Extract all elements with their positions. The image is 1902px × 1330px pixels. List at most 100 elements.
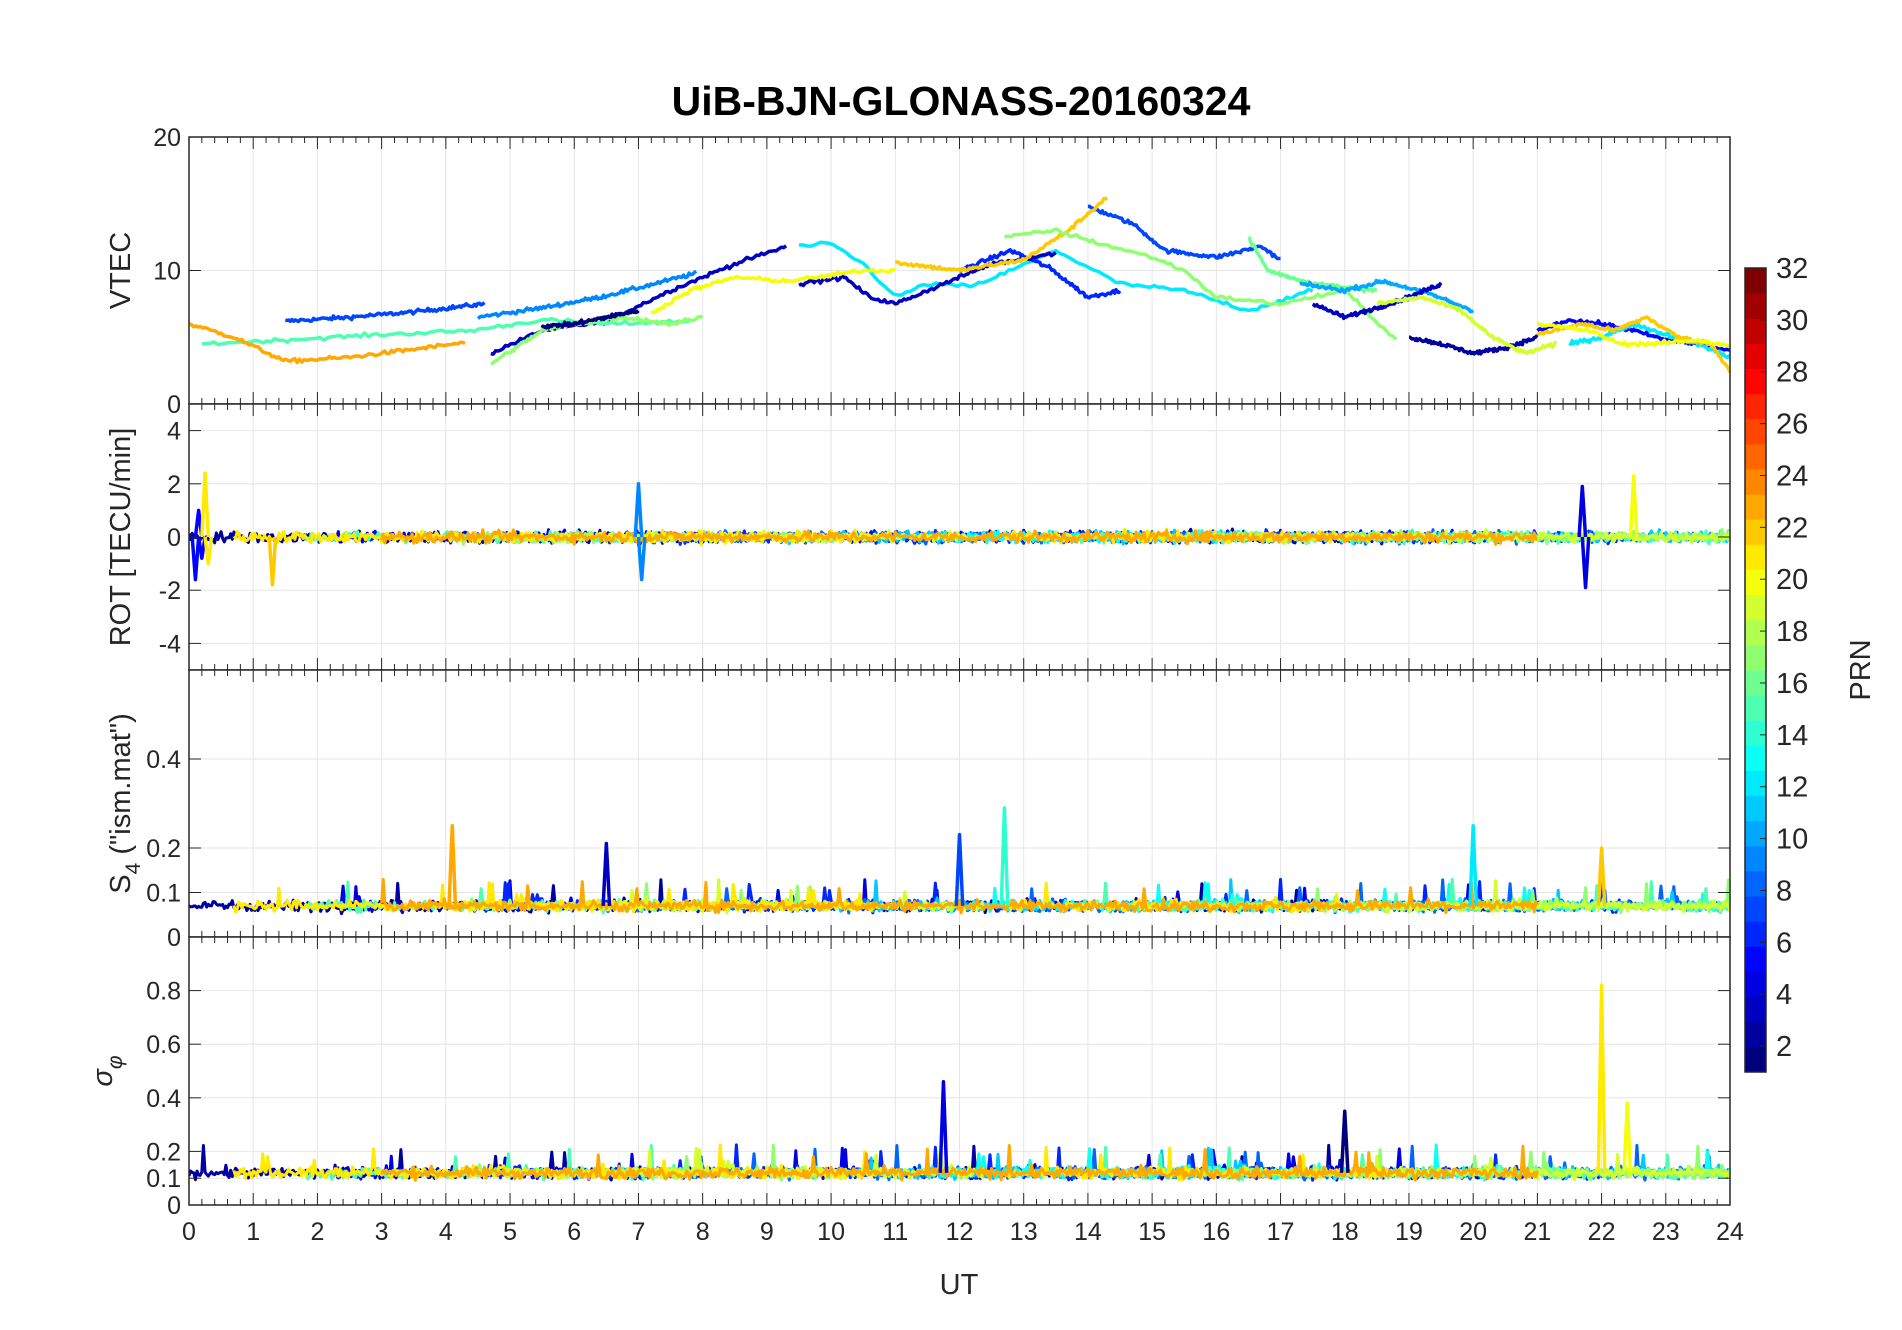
x-tick-label: 23 <box>1652 1218 1680 1246</box>
spike-prn-9 <box>636 536 647 582</box>
colorbar-band <box>1745 494 1766 520</box>
x-tick-label: 0 <box>182 1218 196 1246</box>
data-layer <box>189 196 1730 374</box>
y-tick-label: 0.4 <box>146 1085 181 1113</box>
panel-4: 00.10.2 0.4 0.6 0.8 σφ <box>87 936 1731 1220</box>
x-tick-label: 6 <box>567 1218 581 1246</box>
x-tick-label: 9 <box>760 1218 774 1246</box>
y-tick-label: 10 <box>153 258 181 286</box>
series-line-prn-20 <box>1536 321 1730 349</box>
series-line-prn-19 <box>1376 294 1558 356</box>
colorbar-band <box>1745 343 1766 369</box>
x-tick-label: 22 <box>1588 1218 1616 1246</box>
spike-prn-21 <box>200 471 211 538</box>
data-layer <box>189 806 1730 916</box>
y-axis-label-rest: ("ism.mat") <box>105 713 137 862</box>
y-tick-label: 0.6 <box>146 1031 181 1059</box>
colorbar-tick-label: 28 <box>1776 357 1808 389</box>
series-line-prn-15 <box>201 316 690 347</box>
series-line-prn-10 <box>1299 278 1475 314</box>
y-tick-label: 0 <box>167 391 181 419</box>
colorbar-band <box>1745 368 1766 395</box>
colorbar-tick-label: 30 <box>1776 305 1808 337</box>
spike-prn-3 <box>601 841 612 906</box>
x-tick-label: 1 <box>246 1218 260 1246</box>
y-tick-label: 0.1 <box>146 1165 181 1193</box>
spike-prn-5 <box>196 536 207 561</box>
colorbar-band <box>1745 820 1766 847</box>
x-tick-label: 13 <box>1010 1218 1038 1246</box>
series-line-prn-6 <box>958 248 1122 300</box>
colorbar-band <box>1745 393 1766 420</box>
y-axis-label: σφ <box>87 1055 127 1087</box>
y-axis-label-sub: φ <box>104 1055 127 1069</box>
spike-prn-21 <box>1596 983 1607 1173</box>
colorbar-band <box>1745 871 1766 897</box>
spike-prn-23 <box>447 824 458 906</box>
series-trace-prn-23 <box>380 1144 1154 1182</box>
y-axis-label: S4 ("ism.mat") <box>105 713 145 894</box>
series-trace-prn-23 <box>1151 1144 1539 1182</box>
colorbar-tick-label: 6 <box>1776 927 1792 959</box>
colorbar-tick-label: 12 <box>1776 772 1808 804</box>
x-tick-label: 3 <box>375 1218 389 1246</box>
series-line-prn-7 <box>1087 204 1281 261</box>
x-tick-label: 14 <box>1074 1218 1102 1246</box>
colorbar-band <box>1745 443 1766 470</box>
y-tick-label: -2 <box>159 577 181 605</box>
chart-title: UiB-BJN-GLONASS-20160324 <box>672 78 1251 124</box>
colorbar-band <box>1745 519 1766 545</box>
x-tick-label: 15 <box>1138 1218 1166 1246</box>
series-line-prn-3 <box>1311 281 1443 321</box>
colorbar-band <box>1745 670 1766 696</box>
series-trace-prn-23 <box>1150 529 1538 546</box>
colorbar-band <box>1745 469 1766 495</box>
colorbar-band <box>1745 996 1766 1023</box>
colorbar-band <box>1745 921 1766 947</box>
y-tick-label: 0 <box>167 924 181 952</box>
y-tick-label: 0.8 <box>146 978 181 1006</box>
x-tick-label: 5 <box>503 1218 517 1246</box>
series-line-prn-12 <box>1568 320 1730 360</box>
series-line-prn-12 <box>798 240 1314 313</box>
colorbar-band <box>1745 720 1766 746</box>
colorbar-band <box>1745 695 1766 721</box>
y-tick-label: 0.1 <box>146 880 181 908</box>
spike-prn-21 <box>203 536 214 566</box>
series-trace-prn-23 <box>1150 882 1539 915</box>
colorbar-band <box>1745 1046 1766 1073</box>
colorbar-tick-label: 2 <box>1776 1031 1792 1063</box>
x-tick-label: 18 <box>1331 1218 1359 1246</box>
spike-prn-1 <box>1339 1109 1350 1173</box>
colorbar-band <box>1745 594 1766 621</box>
x-axis-label: UT <box>940 1269 979 1301</box>
y-tick-label: 4 <box>167 418 181 446</box>
colorbar-band <box>1745 1021 1766 1048</box>
colorbar-label: PRN <box>1845 639 1877 700</box>
colorbar-band <box>1745 619 1766 646</box>
data-layer <box>189 983 1730 1182</box>
colorbar-band <box>1745 644 1766 671</box>
colorbar-tick-label: 24 <box>1776 460 1808 492</box>
series-line-prn-1 <box>540 308 640 330</box>
y-tick-label: 20 <box>153 124 181 152</box>
spike-prn-7 <box>954 832 965 906</box>
spike-prn-20 <box>1622 1101 1633 1173</box>
panel-3: 00.10.20.4S4 ("ism.mat") <box>105 669 1731 952</box>
colorbar-band <box>1745 795 1766 822</box>
spike-prn-4 <box>1577 484 1588 538</box>
spike-prn-12 <box>1468 824 1479 906</box>
colorbar-band <box>1745 896 1766 922</box>
spike-prn-20 <box>1628 474 1639 538</box>
series-line-prn-7 <box>285 301 486 324</box>
colorbar-band <box>1745 293 1766 319</box>
y-tick-label: 0 <box>167 1192 181 1220</box>
colorbar-band <box>1745 971 1766 998</box>
series-line-prn-9 <box>476 269 698 320</box>
colorbar-tick-label: 4 <box>1776 979 1792 1011</box>
colorbar-tick-label: 14 <box>1776 720 1808 752</box>
colorbar-tick-label: 32 <box>1776 253 1808 285</box>
series-line-prn-23 <box>189 322 466 365</box>
